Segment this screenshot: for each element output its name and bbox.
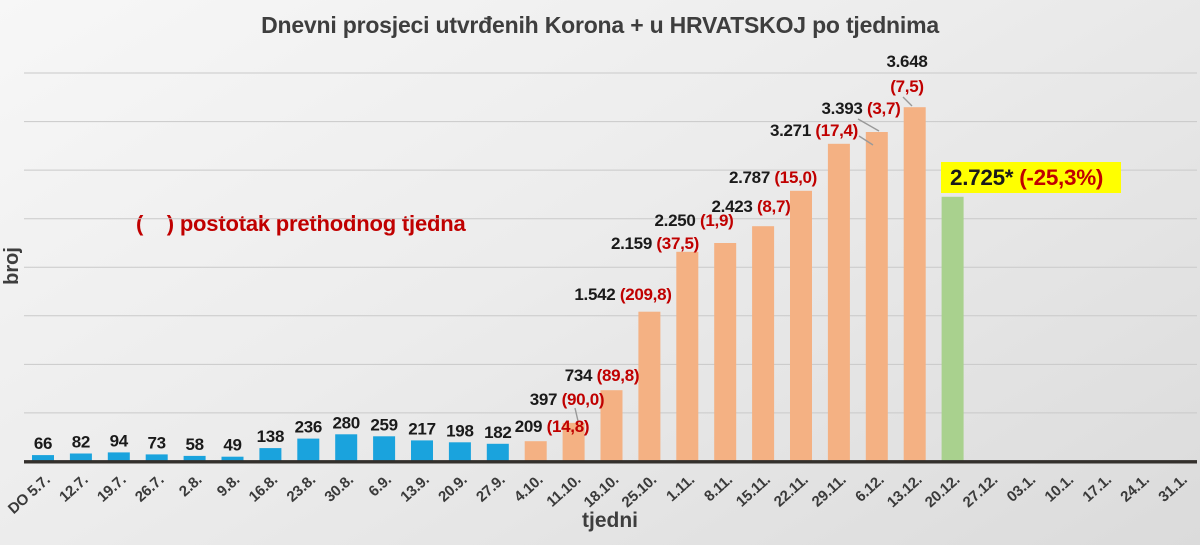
x-tick-label: 10.1.: [1042, 471, 1077, 505]
bar-16.8.: [259, 448, 282, 462]
x-tick-label: 03.1.: [1004, 471, 1039, 505]
x-tick-label: 20.12.: [922, 471, 963, 511]
bar-8.11.: [714, 243, 737, 462]
x-tick-label: 23.8.: [284, 471, 319, 505]
x-tick-label: 27.12.: [960, 471, 1001, 511]
bar-11.10.: [562, 422, 585, 462]
x-tick-label: 8.11.: [701, 471, 736, 505]
bar-DO 5.7.: [32, 455, 54, 462]
bar-value-label: 3.393 (3,7): [822, 99, 901, 118]
legend-note: ( ) postotak prethodnog tjedna: [136, 211, 466, 236]
x-tick-label: 20.9.: [435, 471, 470, 505]
bar-1.11.: [676, 251, 699, 462]
x-tick-label: 27.9.: [473, 471, 508, 505]
bar-value-label: 734 (89,8): [565, 366, 640, 385]
bar-13.12.: [903, 107, 926, 462]
label-callout-line: [574, 407, 579, 422]
bar-value-label: 2.250 (1,9): [655, 211, 734, 230]
bar-15.11.: [752, 226, 775, 462]
bar-value-label: 182: [484, 423, 511, 442]
x-tick-label: 13.12.: [884, 471, 925, 511]
bar-20.9.: [448, 442, 471, 462]
bar-value-label: 138: [257, 427, 284, 446]
label-callout-line: [857, 118, 880, 132]
x-tick-label: 9.8.: [214, 471, 243, 500]
bar-9.8.: [221, 456, 244, 462]
bar-value-label: 217: [408, 419, 435, 438]
x-tick-label: 11.10.: [543, 471, 584, 510]
x-tick-label: 13.9.: [397, 471, 432, 505]
bar-value-label: 280: [332, 413, 359, 432]
x-tick-label: 6.12.: [852, 471, 887, 505]
x-tick-label: 25.10.: [619, 471, 660, 511]
chart-title: Dnevni prosjeci utvrđenih Korona + u HRV…: [261, 12, 939, 38]
bar-19.7.: [107, 452, 130, 462]
highlight-label-bg: [941, 162, 1121, 193]
bar-value-label: 66: [34, 434, 52, 453]
bar-20.12.: [941, 196, 964, 462]
bar-12.7.: [69, 453, 92, 462]
bar-value-label: 2.159 (37,5): [611, 234, 699, 253]
x-tick-label: 26.7.: [132, 471, 167, 505]
bar-27.9.: [486, 443, 509, 462]
highlight-value-label: 2.725* (-25,3%): [950, 165, 1103, 190]
bar-value-label: 397 (90,0): [530, 390, 605, 409]
bar-value-label: 94: [110, 431, 129, 450]
bar-value-label: 73: [148, 433, 166, 452]
x-tick-label: 29.11.: [809, 471, 850, 510]
x-tick-label: 2.8.: [176, 471, 205, 500]
bar-value-label: 198: [446, 421, 473, 440]
bar-value-label: 1.542 (209,8): [574, 285, 671, 304]
bar-value-label: 3.648: [886, 52, 927, 71]
x-tick-label: 16.8.: [246, 471, 281, 505]
label-callout-line: [858, 135, 874, 146]
bar-22.11.: [790, 190, 812, 462]
x-tick-label: 18.10.: [581, 471, 622, 511]
x-tick-label: 12.7.: [56, 471, 91, 505]
bar-value-label: 2.423 (8,7): [712, 197, 791, 216]
bar-value-label: 82: [72, 433, 90, 452]
x-axis-line: [24, 460, 1197, 464]
bar-29.11.: [827, 143, 850, 462]
x-tick-label: 15.11.: [733, 471, 774, 510]
x-tick-label: 17.1.: [1079, 471, 1114, 505]
bar-value-label: 209 (14,8): [515, 417, 590, 436]
bar-value-label: 2.787 (15,0): [729, 168, 817, 187]
bar-25.10.: [638, 311, 661, 462]
x-tick-label: DO 5.7.: [5, 471, 54, 517]
x-tick-label: 24.1.: [1117, 471, 1152, 505]
x-tick-label: 30.8.: [321, 471, 356, 505]
bar-value-label: 49: [223, 436, 241, 455]
bar-30.8.: [335, 434, 358, 462]
bar-value-label: 58: [185, 435, 203, 454]
x-tick-label: 6.9.: [365, 471, 394, 500]
bar-6.12.: [865, 132, 888, 462]
bar-6.9.: [373, 436, 396, 462]
label-callout-line: [902, 96, 913, 107]
x-tick-label: 31.1.: [1155, 471, 1190, 505]
x-tick-label: 4.10.: [511, 471, 546, 505]
bar-23.8.: [297, 438, 320, 462]
bar-13.9.: [411, 440, 433, 462]
x-tick-label: 22.11.: [771, 471, 812, 510]
x-axis-title: tjedni: [582, 509, 638, 532]
bar-value-label: 259: [370, 415, 397, 434]
bar-2.8.: [183, 455, 206, 462]
bar-value-label: 236: [295, 418, 322, 437]
bar-18.10.: [600, 390, 623, 462]
x-tick-label: 19.7.: [94, 471, 129, 505]
bar-26.7.: [145, 454, 168, 462]
bar-pct-label: (7,5): [890, 77, 923, 96]
x-tick-label: 1.11.: [663, 471, 698, 505]
bar-value-label: 3.271 (17,4): [770, 121, 858, 140]
bar-4.10.: [524, 441, 547, 462]
